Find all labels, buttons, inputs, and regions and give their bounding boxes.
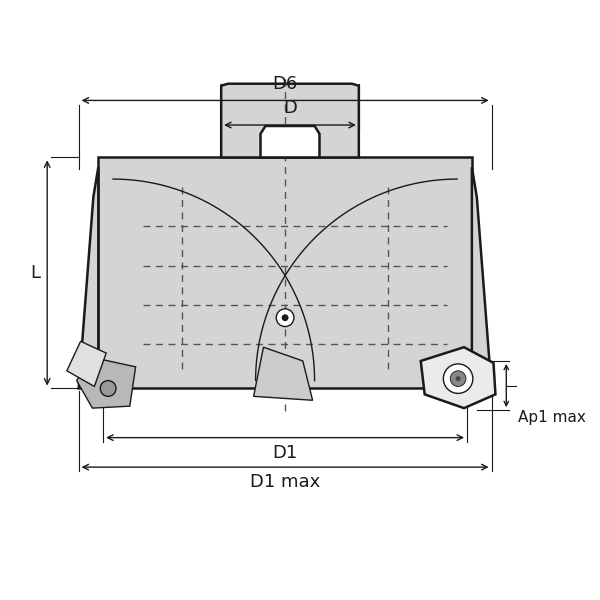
Polygon shape: [472, 167, 491, 388]
Polygon shape: [254, 347, 313, 400]
Polygon shape: [79, 167, 98, 388]
Circle shape: [100, 380, 116, 397]
Polygon shape: [221, 84, 359, 157]
Polygon shape: [67, 341, 106, 386]
Text: D1: D1: [272, 443, 298, 461]
Circle shape: [281, 314, 289, 321]
Polygon shape: [260, 126, 319, 157]
Polygon shape: [77, 357, 136, 408]
Text: D: D: [283, 99, 297, 117]
Polygon shape: [98, 157, 472, 388]
Text: D1 max: D1 max: [250, 473, 320, 491]
Circle shape: [276, 309, 294, 326]
Circle shape: [455, 376, 461, 381]
Circle shape: [443, 364, 473, 394]
Text: L: L: [31, 264, 40, 282]
Polygon shape: [421, 347, 496, 408]
Text: D6: D6: [272, 74, 298, 92]
Text: Ap1 max: Ap1 max: [518, 410, 586, 425]
Circle shape: [450, 371, 466, 386]
